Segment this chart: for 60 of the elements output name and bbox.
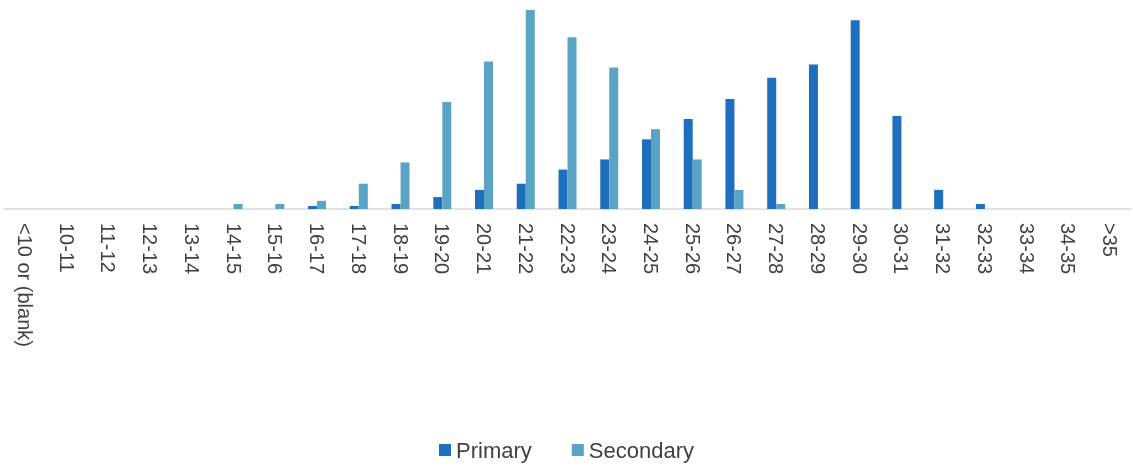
bar	[358, 183, 368, 209]
bar	[692, 159, 702, 209]
x-tick-label: 31-32	[932, 223, 955, 275]
bar	[567, 37, 577, 209]
x-tick-label: 34-35	[1057, 223, 1080, 275]
x-tick-label: 33-34	[1015, 223, 1038, 275]
bar	[934, 189, 944, 209]
bar	[683, 119, 693, 209]
bar	[975, 204, 985, 209]
bar	[558, 169, 568, 209]
bar	[233, 204, 243, 209]
bar	[317, 200, 327, 209]
x-tick-label: 18-19	[389, 223, 412, 275]
bar	[275, 204, 285, 209]
x-tick-label: 24-25	[639, 223, 662, 275]
x-tick-label: 13-14	[180, 223, 203, 275]
x-tick-label: 12-13	[139, 223, 162, 275]
bar	[609, 67, 619, 209]
bar	[391, 204, 401, 209]
bar	[776, 204, 786, 209]
legend-label: Secondary	[588, 437, 694, 463]
bar	[650, 129, 660, 209]
x-tick-label: 20-21	[473, 223, 496, 275]
x-tick-label: 32-33	[973, 223, 996, 275]
x-tick-label: 17-18	[347, 223, 370, 275]
bar	[475, 189, 485, 209]
bar	[484, 61, 494, 209]
x-tick-label: 29-30	[848, 223, 871, 275]
x-tick-label: 25-26	[681, 223, 704, 275]
bar	[808, 64, 818, 209]
bar	[516, 183, 526, 209]
bar	[308, 206, 318, 209]
bar	[641, 139, 651, 209]
x-tick-label: 23-24	[598, 223, 621, 275]
x-tick-label: 16-17	[306, 223, 329, 275]
x-tick-label: 10-11	[55, 223, 78, 273]
bar	[725, 98, 735, 209]
bar	[400, 162, 410, 209]
x-tick-label: 28-29	[806, 223, 829, 275]
bar	[892, 116, 902, 209]
x-tick-label: 27-28	[765, 223, 788, 275]
x-tick-label: <10 or (blank)	[13, 223, 36, 347]
x-tick-label: 15-16	[264, 223, 287, 275]
legend-label: Primary	[456, 437, 532, 463]
bar	[525, 10, 535, 209]
x-tick-label: 22-23	[556, 223, 579, 275]
bar	[442, 101, 452, 209]
bar	[433, 197, 443, 209]
bar	[734, 189, 744, 209]
x-tick-label: 26-27	[723, 223, 746, 275]
bar	[767, 77, 777, 209]
x-tick-label: >35	[1099, 223, 1122, 257]
x-tick-label: 19-20	[431, 223, 454, 275]
x-tick-label: 21-22	[514, 223, 537, 275]
bar	[349, 206, 359, 209]
bar	[600, 159, 610, 209]
x-tick-label: 30-31	[890, 223, 913, 275]
x-tick-label: 14-15	[222, 223, 245, 275]
bar	[850, 20, 860, 209]
x-tick-label: 11-12	[97, 223, 120, 273]
